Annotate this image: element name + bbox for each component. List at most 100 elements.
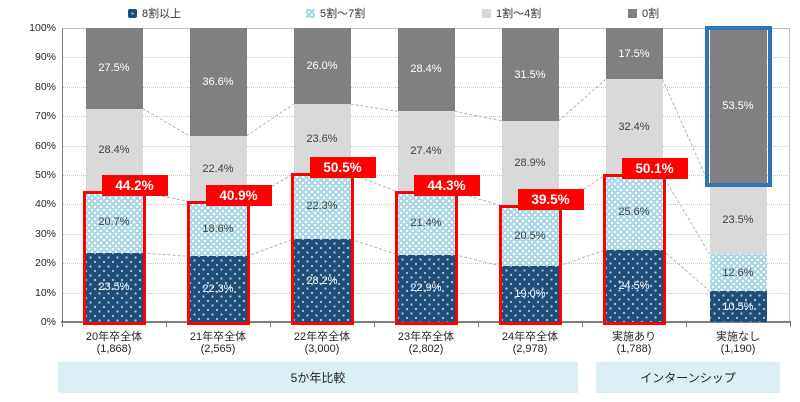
sum-callout-label: 50.1%: [621, 157, 688, 179]
x-axis-category-label: 23年卒全体: [397, 331, 455, 343]
sum-callout-label: 40.9%: [205, 184, 272, 206]
y-axis-tick-label: 10%: [34, 286, 56, 299]
legend-item: 1割〜4割: [482, 6, 541, 20]
bar-segment: [709, 27, 767, 185]
segment-value-label: 20.5%: [514, 230, 546, 242]
segment-value-label: 23.5%: [722, 213, 754, 226]
bar-segment: [605, 249, 663, 322]
segment-value-label: 18.6%: [202, 223, 234, 236]
group-band-internship: インターンシップ: [596, 362, 780, 393]
segment-value-label: 23.6%: [306, 132, 338, 145]
x-axis-category-label: 20年卒全体: [85, 331, 143, 343]
segment-value-label: 21.4%: [410, 217, 442, 230]
segment-value-label: 28.4%: [410, 63, 442, 76]
bar-segment: [189, 201, 247, 257]
legend-marker-5-7wari-icon: [306, 8, 315, 18]
legend-marker-1-4wari-icon: [482, 8, 491, 18]
red-highlight-outline: [186, 200, 250, 325]
x-axis-n-label: (3,000): [304, 343, 340, 355]
bar-segment: [85, 192, 143, 253]
legend-label: 8割以上: [142, 8, 182, 20]
sum-callout-label: 44.3%: [413, 174, 480, 196]
segment-value-label: 28.9%: [514, 157, 546, 170]
legend-item: 0割: [628, 6, 659, 20]
legend-label: 0割: [642, 8, 660, 20]
bar-segment: [501, 266, 559, 322]
red-highlight-outline: [394, 190, 458, 325]
bar-segment: [293, 27, 351, 105]
bar-segment: [605, 28, 663, 80]
segment-value-label: 26.0%: [306, 59, 338, 72]
segment-value-label: 10.5%: [722, 300, 754, 313]
x-axis-category-label: 21年卒全体: [189, 331, 247, 343]
bar-segment: [501, 28, 559, 121]
red-highlight-outline: [82, 191, 146, 325]
bar-segment: [397, 254, 455, 322]
x-axis-n-label: (1,788): [616, 343, 652, 355]
bar-segment: [85, 252, 143, 322]
bar-segment: [709, 184, 767, 255]
y-axis-tick-label: 40%: [34, 198, 56, 211]
segment-value-label: 25.6%: [618, 206, 650, 219]
segment-value-label: 32.4%: [618, 121, 650, 134]
sum-callout-label: 39.5%: [517, 188, 584, 210]
bar-segment: [85, 27, 143, 109]
sum-callout-label: 44.2%: [101, 175, 168, 197]
segment-value-label: 17.5%: [618, 47, 650, 60]
segment-value-label: 28.4%: [98, 144, 130, 157]
y-axis-tick-label: 70%: [34, 110, 56, 123]
sum-callout-label: 50.5%: [309, 156, 376, 178]
y-axis-tick-label: 20%: [34, 257, 56, 270]
x-axis-n-label: (2,978): [512, 343, 548, 355]
red-highlight-outline: [290, 172, 354, 325]
axis-tick: [62, 323, 63, 327]
legend-item: 5割〜7割: [306, 6, 365, 20]
segment-value-label: 53.5%: [722, 100, 754, 113]
bar-segment: [501, 205, 559, 267]
segment-value-label: 20.7%: [98, 216, 130, 229]
segment-value-label: 24.5%: [618, 279, 650, 292]
segment-value-label: 31.5%: [514, 68, 546, 81]
x-axis-category-label: 22年卒全体: [293, 331, 351, 343]
red-highlight-outline: [602, 173, 666, 325]
bar-segment: [605, 174, 663, 250]
segment-value-label: 22.4%: [202, 162, 234, 175]
group-band-5year-comparison: 5か年比較: [58, 362, 578, 393]
axis-tick: [686, 323, 687, 327]
axis-tick: [582, 323, 583, 327]
segment-value-label: 27.5%: [98, 62, 130, 75]
legend-marker-8wari-ijo-icon: [128, 8, 137, 18]
bar-segment: [293, 173, 351, 240]
axis-tick: [478, 323, 479, 327]
x-axis-category-label: 実施なし: [716, 331, 760, 343]
group-band-label: インターンシップ: [640, 371, 736, 385]
bar-segment: [709, 291, 767, 322]
segment-value-label: 23.5%: [98, 281, 130, 294]
bar-segment: [189, 256, 247, 322]
segment-value-label: 22.3%: [202, 283, 234, 296]
x-axis-n-label: (1,190): [720, 343, 756, 355]
segment-value-label: 36.6%: [202, 76, 234, 89]
axis-tick: [270, 323, 271, 327]
y-axis-tick-label: 50%: [34, 169, 56, 181]
axis-tick: [374, 323, 375, 327]
y-axis-tick-label: 90%: [34, 51, 56, 64]
legend-item: 8割以上: [128, 6, 181, 20]
y-axis-tick-label: 30%: [34, 227, 56, 240]
axis-tick: [166, 323, 167, 327]
x-axis-n-label: (2,802): [408, 343, 444, 355]
x-axis-n-label: (2,565): [200, 343, 236, 355]
group-band-label: 5か年比較: [290, 371, 346, 385]
bar-segment: [293, 239, 351, 322]
red-highlight-outline: [498, 204, 562, 325]
axis-tick: [790, 323, 791, 327]
segment-value-label: 19.0%: [514, 288, 546, 301]
y-axis-tick-label: 100%: [29, 22, 56, 34]
x-axis-n-label: (1,868): [96, 343, 132, 355]
y-axis-tick-label: 60%: [34, 139, 56, 152]
segment-value-label: 12.6%: [722, 266, 754, 279]
legend-marker-0wari-icon: [628, 8, 637, 18]
y-axis-tick-label: 0%: [40, 316, 56, 328]
segment-value-label: 27.4%: [410, 145, 442, 158]
